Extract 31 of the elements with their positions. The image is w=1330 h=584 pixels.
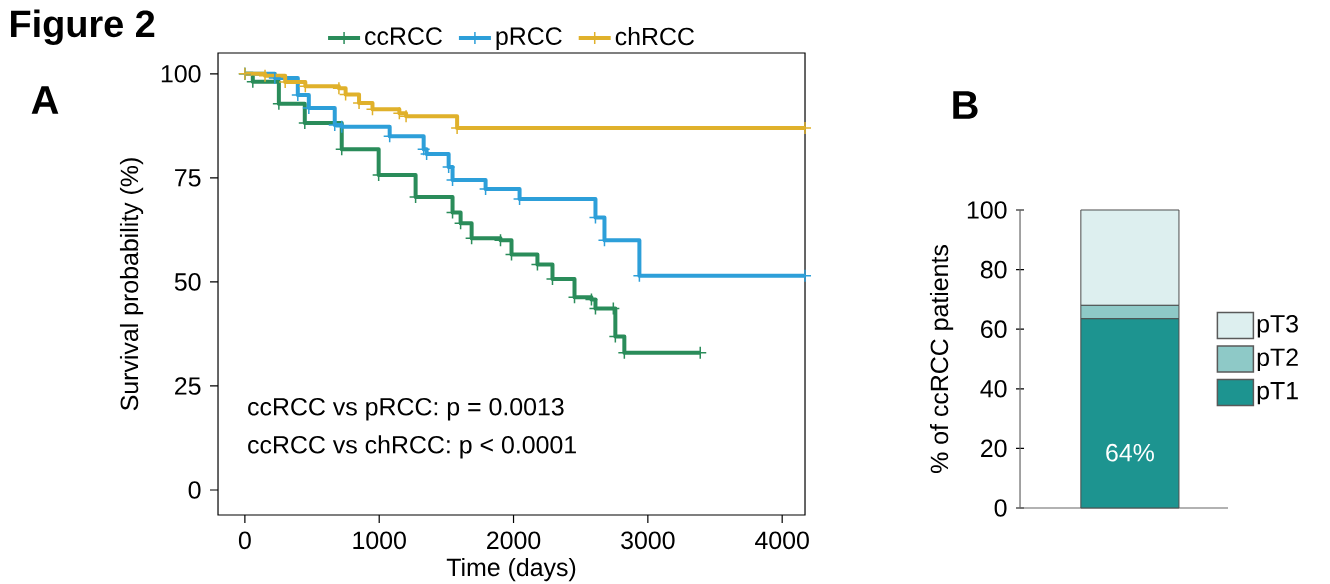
y-tick-label: 60 <box>981 320 1007 339</box>
x-tick-label: 3000 <box>621 531 675 550</box>
x-tick-label: 4000 <box>755 531 809 550</box>
legend-label: pT1 <box>1257 382 1298 405</box>
x-tick-label: 2000 <box>487 531 541 550</box>
y-axis-title: % of ccRCC patients <box>929 245 954 473</box>
x-axis-title: Time (days) <box>446 557 576 582</box>
legend-label: pT3 <box>1257 314 1298 338</box>
legend-label: chRCC <box>615 27 694 46</box>
y-tick-label: 100 <box>161 64 201 83</box>
y-tick-label: 40 <box>980 379 1007 398</box>
legend-label: ccRCC <box>365 27 442 45</box>
data-label: 64% <box>1106 443 1154 462</box>
y-tick-label: 0 <box>994 499 1007 517</box>
y-tick-label: 75 <box>175 169 201 187</box>
y-tick-label: 80 <box>980 260 1007 279</box>
chart-title: B <box>953 91 978 119</box>
caption: Figure 2 <box>11 9 155 45</box>
y-tick-label: 25 <box>175 377 201 395</box>
text: A <box>31 86 59 114</box>
y-tick-label: 0 <box>188 481 201 499</box>
y-tick-label: 20 <box>981 439 1007 458</box>
x-tick-label: 1000 <box>353 531 406 550</box>
y-axis-title: Survival probability (%) <box>119 158 144 411</box>
annotation: ccRCC vs chRCC: p < 0.0001 <box>248 435 576 459</box>
annotation: ccRCC vs pRCC: p = 0.0013 <box>248 397 564 421</box>
x-tick-label: 0 <box>238 531 251 550</box>
legend-label: pRCC <box>496 27 562 50</box>
y-tick-label: 100 <box>967 201 1007 219</box>
y-tick-label: 50 <box>174 273 201 291</box>
legend-label: pT2 <box>1257 348 1298 371</box>
